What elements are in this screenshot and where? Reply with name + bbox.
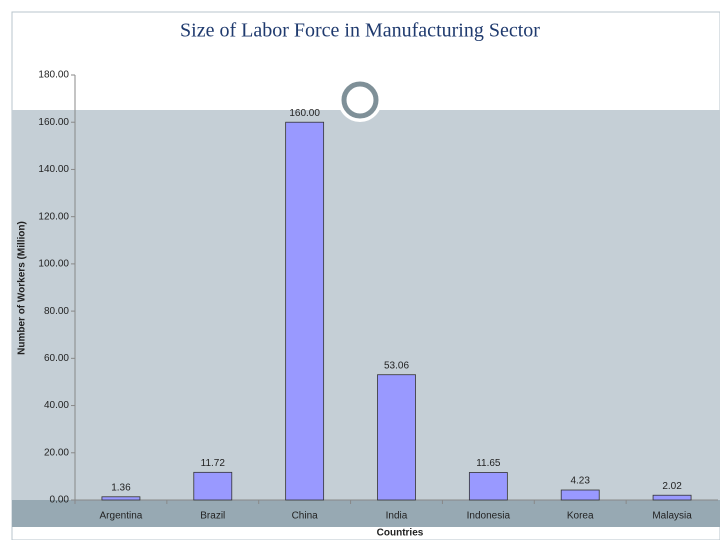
- y-axis-title: Number of Workers (Million): [17, 221, 28, 355]
- y-tick-label: 180.00: [38, 70, 69, 81]
- x-tick-label: Brazil: [200, 511, 225, 522]
- x-axis-title: Countries: [377, 528, 424, 539]
- y-tick-label: 100.00: [38, 259, 69, 270]
- slide-band: [12, 110, 720, 500]
- slide-footer-band: [12, 500, 720, 527]
- value-label: 11.65: [476, 458, 501, 469]
- bar: [652, 494, 692, 501]
- value-label: 2.02: [662, 481, 682, 492]
- y-tick-label: 160.00: [38, 117, 69, 128]
- value-label: 4.23: [570, 476, 590, 487]
- bar: [377, 374, 416, 501]
- y-tick-label: 0.00: [50, 495, 70, 506]
- bar: [193, 471, 233, 501]
- x-tick-label: India: [386, 511, 408, 522]
- bar: [468, 472, 508, 501]
- decor-circle: [341, 81, 379, 119]
- y-tick-label: 20.00: [44, 447, 69, 458]
- value-label: 1.36: [111, 482, 131, 493]
- y-tick-label: 60.00: [44, 353, 69, 364]
- y-tick-label: 40.00: [44, 400, 69, 411]
- y-tick-label: 140.00: [38, 164, 69, 175]
- x-tick-label: Korea: [567, 511, 594, 522]
- x-tick-label: Malaysia: [652, 511, 692, 522]
- bar: [285, 121, 325, 501]
- value-label: 53.06: [384, 360, 409, 371]
- chart-title: Size of Labor Force in Manufacturing Sec…: [180, 20, 540, 42]
- bar: [101, 496, 141, 501]
- y-tick-label: 80.00: [44, 306, 69, 317]
- y-tick-label: 120.00: [38, 211, 69, 222]
- bar: [560, 489, 600, 501]
- x-tick-label: China: [292, 511, 319, 522]
- value-label: 160.00: [289, 108, 320, 119]
- x-tick-label: Indonesia: [467, 511, 511, 522]
- x-tick-label: Argentina: [100, 511, 143, 522]
- value-label: 11.72: [201, 458, 226, 469]
